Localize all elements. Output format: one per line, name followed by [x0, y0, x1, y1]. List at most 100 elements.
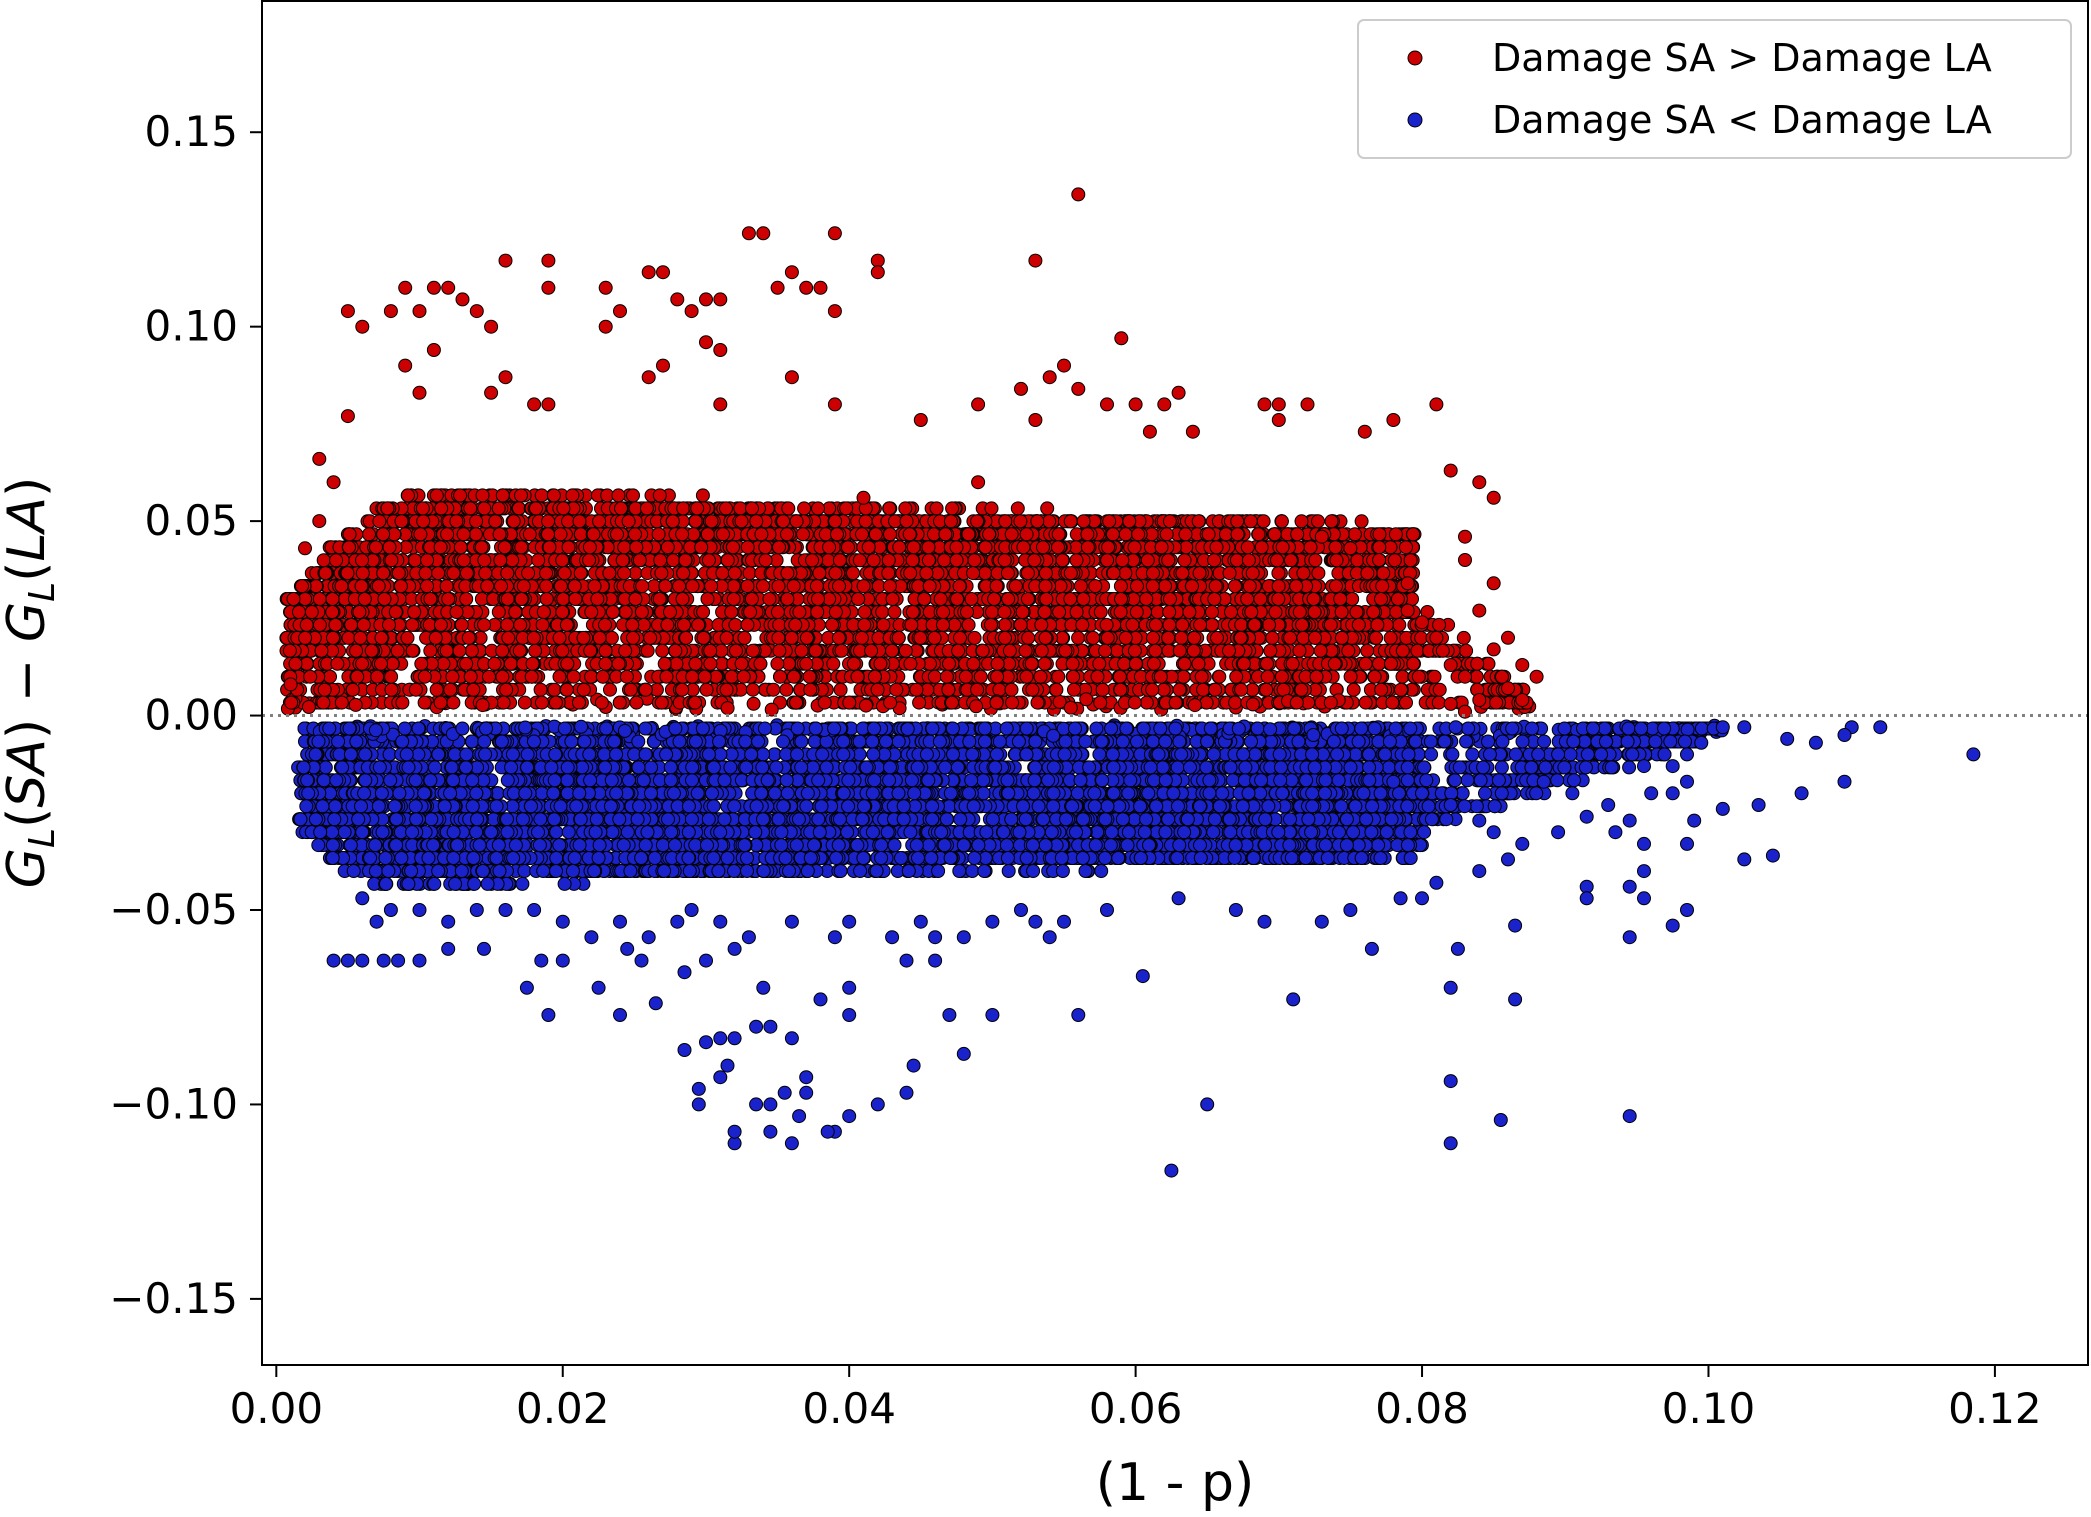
red-point — [1100, 630, 1115, 645]
red-point — [1294, 682, 1309, 697]
red-point — [634, 605, 649, 619]
red-point — [497, 540, 512, 555]
red-point — [445, 669, 460, 684]
red-point — [345, 682, 360, 697]
red-point — [1390, 592, 1405, 606]
red-point — [1394, 682, 1408, 697]
red-point — [614, 501, 628, 516]
red-point — [1228, 695, 1243, 710]
red-point — [989, 579, 1004, 594]
red-point — [393, 579, 408, 594]
red-point — [1208, 682, 1223, 697]
red-point — [854, 630, 869, 645]
red-point — [937, 553, 952, 568]
red-point — [495, 643, 510, 658]
red-point — [905, 605, 920, 619]
red-point — [758, 553, 773, 568]
red-point — [729, 643, 743, 658]
red-point — [1307, 605, 1322, 619]
red-point — [657, 656, 672, 671]
red-point — [638, 682, 653, 697]
red-point — [374, 630, 389, 645]
red-point — [898, 501, 913, 516]
red-point — [887, 605, 902, 619]
red-point — [1117, 656, 1132, 671]
red-point — [433, 617, 448, 632]
red-point — [821, 553, 836, 568]
red-point — [1004, 682, 1019, 697]
red-point — [477, 617, 491, 632]
red-point — [654, 695, 669, 710]
red-point — [1098, 643, 1113, 658]
red-point — [1399, 695, 1413, 710]
red-point — [715, 566, 730, 581]
red-point — [1303, 540, 1318, 555]
red-point — [1372, 656, 1386, 671]
red-point — [1100, 553, 1115, 568]
red-point — [1346, 682, 1361, 697]
red-point — [459, 656, 474, 671]
red-point — [973, 669, 988, 684]
red-point — [651, 527, 666, 542]
red-point — [978, 540, 993, 555]
red-point — [776, 514, 791, 529]
red-point — [832, 553, 847, 568]
red-point — [811, 501, 825, 516]
red-point — [1384, 656, 1398, 671]
red-point — [301, 700, 316, 714]
red-point — [555, 553, 570, 568]
red-point — [727, 566, 742, 581]
red-point — [786, 579, 801, 594]
red-point — [1042, 514, 1057, 529]
red-point — [408, 682, 423, 697]
red-point — [998, 514, 1013, 529]
red-point — [960, 605, 974, 619]
red-point — [1071, 630, 1086, 645]
red-point — [1139, 695, 1154, 710]
red-point — [805, 553, 820, 568]
red-point — [384, 553, 399, 568]
red-point — [1224, 605, 1238, 619]
red-point — [781, 501, 796, 516]
red-point — [1127, 643, 1142, 658]
red-point — [382, 540, 397, 555]
red-point — [555, 643, 570, 658]
red-point — [917, 592, 932, 606]
red-point — [413, 527, 428, 542]
red-point — [658, 579, 673, 594]
red-point — [802, 669, 817, 684]
red-point — [753, 656, 768, 671]
red-point — [1020, 592, 1035, 606]
red-point — [355, 656, 370, 671]
red-point — [786, 669, 801, 684]
red-point — [534, 695, 549, 710]
red-point — [298, 630, 313, 645]
red-point — [459, 592, 474, 606]
red-point — [635, 579, 650, 594]
red-point — [407, 605, 422, 619]
red-point — [1274, 514, 1289, 529]
red-point — [1271, 566, 1286, 581]
red-point — [740, 617, 755, 632]
red-point — [528, 643, 543, 658]
red-point — [1063, 592, 1078, 606]
red-point — [446, 695, 461, 710]
red-point — [695, 488, 710, 503]
red-point — [416, 514, 431, 529]
red-point — [1262, 617, 1276, 632]
red-point — [1010, 501, 1025, 516]
red-point — [615, 553, 630, 568]
red-point — [1311, 566, 1326, 581]
red-point — [1323, 695, 1338, 710]
red-point — [325, 592, 340, 606]
red-point — [559, 682, 574, 697]
red-point — [1063, 700, 1078, 715]
red-point — [961, 527, 976, 542]
red-point — [1229, 553, 1244, 568]
red-point — [1268, 605, 1283, 619]
red-point — [431, 566, 446, 581]
red-point — [342, 540, 356, 555]
red-point — [691, 617, 706, 632]
red-point — [992, 682, 1007, 697]
red-point — [1118, 527, 1133, 542]
